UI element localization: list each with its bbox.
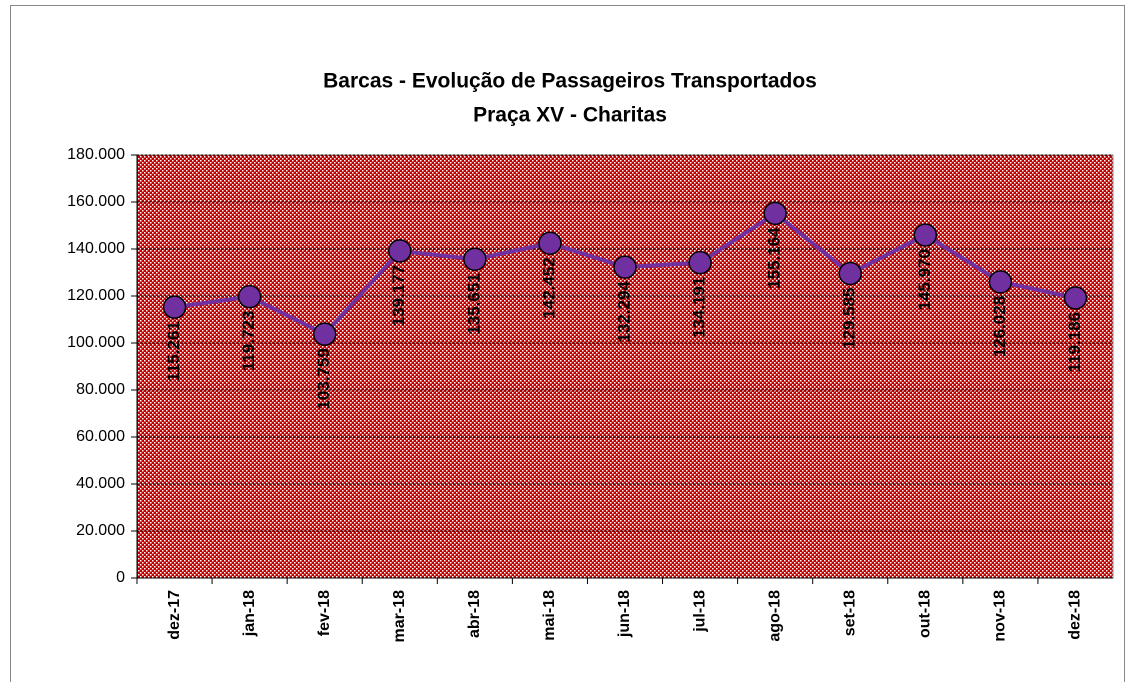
data-point	[463, 247, 487, 271]
data-label: 139.177	[389, 265, 408, 326]
data-point	[913, 223, 938, 247]
x-tick-label: fev-18	[316, 590, 333, 636]
x-tick-label: jun-18	[616, 590, 633, 638]
chart-title: Barcas - Evolução de Passageiros Transpo…	[323, 70, 817, 93]
y-tick-label: 80.000	[76, 381, 125, 398]
y-tick-label: 180.000	[67, 146, 125, 163]
data-point	[838, 261, 862, 286]
x-tick-label: mar-18	[391, 590, 408, 643]
y-tick-label: 40.000	[76, 475, 125, 492]
y-tick-label: 140.000	[67, 240, 125, 257]
data-label: 142.452	[539, 257, 558, 318]
data-label: 103.759	[314, 348, 333, 409]
y-tick-label: 0	[116, 569, 125, 586]
x-tick-label: abr-18	[466, 590, 483, 638]
x-tick-label: jul-18	[691, 590, 708, 633]
data-point	[312, 322, 337, 346]
x-tick-label: set-18	[841, 590, 858, 636]
y-tick-label: 160.000	[67, 193, 125, 210]
y-tick-label: 100.000	[67, 334, 125, 351]
y-tick-label: 20.000	[76, 522, 125, 539]
data-point	[613, 255, 637, 279]
data-point	[237, 284, 262, 309]
data-label: 126.028	[990, 296, 1009, 357]
x-tick-label: dez-18	[1067, 590, 1084, 640]
data-label: 119.723	[239, 311, 258, 372]
data-point	[688, 250, 712, 275]
x-tick-label: out-18	[917, 590, 934, 638]
data-label: 115.261	[164, 321, 183, 382]
x-tick-label: mai-18	[541, 590, 558, 641]
y-tick-label: 120.000	[67, 287, 125, 304]
data-label: 155.164	[765, 227, 784, 289]
x-tick-label: ago-18	[766, 590, 783, 642]
data-point	[1063, 286, 1088, 310]
data-label: 145.970	[915, 249, 934, 310]
data-label: 129.585	[840, 287, 859, 348]
data-point	[763, 201, 787, 226]
x-tick-label: jan-18	[241, 590, 258, 637]
data-point	[388, 239, 412, 263]
data-label: 132.294	[614, 281, 633, 343]
x-tick-label: dez-17	[166, 590, 183, 640]
data-label: 134.191	[690, 277, 709, 338]
plot-area	[136, 154, 1114, 579]
data-point	[538, 231, 562, 255]
data-point	[162, 295, 187, 319]
chart-subtitle: Praça XV - Charitas	[473, 104, 667, 127]
data-label: 119.186	[1065, 312, 1084, 373]
y-tick-label: 60.000	[76, 428, 125, 445]
data-point	[988, 270, 1013, 294]
x-tick-label: nov-18	[992, 590, 1009, 642]
data-label: 135.651	[464, 273, 483, 334]
